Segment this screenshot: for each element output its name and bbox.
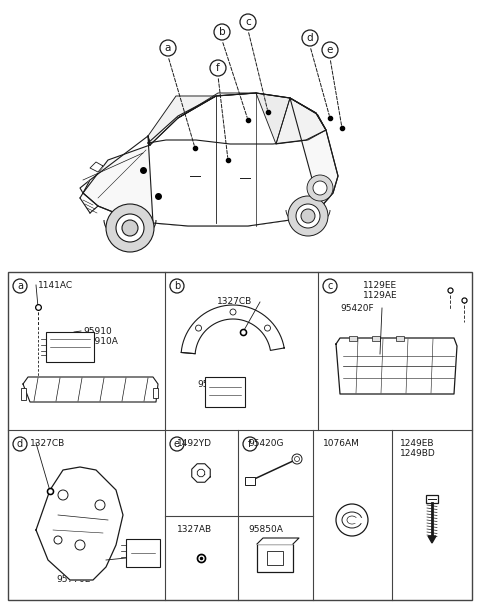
Text: 95910A: 95910A [83,337,118,346]
Text: 1249EB: 1249EB [400,439,434,448]
Text: 1492YD: 1492YD [177,439,212,448]
Ellipse shape [342,512,362,528]
Circle shape [288,196,328,236]
Polygon shape [181,305,284,354]
Bar [372,336,380,341]
Bar [267,551,283,565]
Bar [396,336,404,341]
Bar [426,495,438,503]
Bar [153,388,158,398]
Circle shape [58,490,68,500]
Text: 95420F: 95420F [340,304,373,313]
Ellipse shape [347,516,357,524]
Circle shape [170,437,184,451]
Circle shape [210,60,226,76]
Text: e: e [327,45,333,55]
Polygon shape [256,93,290,144]
Text: a: a [165,43,171,53]
Text: b: b [219,27,225,37]
Text: 95420G: 95420G [248,439,284,448]
Bar [126,539,160,567]
Polygon shape [83,93,338,226]
Text: 1327AB: 1327AB [177,525,212,534]
Circle shape [307,175,333,201]
Circle shape [292,454,302,464]
Polygon shape [36,467,123,580]
Circle shape [75,540,85,550]
Circle shape [296,204,320,228]
Circle shape [264,325,270,331]
Circle shape [122,220,138,236]
Circle shape [301,209,315,223]
Polygon shape [192,464,210,482]
Bar [257,544,293,572]
Polygon shape [276,98,326,144]
Circle shape [323,279,337,293]
Text: 1129EE: 1129EE [363,281,397,290]
Circle shape [214,24,230,40]
Text: 95850A: 95850A [248,525,283,534]
Circle shape [13,279,27,293]
Circle shape [160,40,176,56]
Circle shape [302,30,318,46]
Text: f: f [216,63,220,73]
Text: a: a [17,281,23,291]
Circle shape [313,181,327,195]
Circle shape [13,437,27,451]
Text: 95910: 95910 [83,327,112,336]
Circle shape [116,214,144,242]
Text: c: c [245,17,251,27]
Circle shape [95,500,105,510]
Bar [46,332,94,362]
Circle shape [240,14,256,30]
Polygon shape [83,136,153,223]
Text: c: c [327,281,333,291]
Polygon shape [428,536,436,543]
Text: 1327CB: 1327CB [217,297,252,306]
Polygon shape [80,156,338,226]
Text: 95860E: 95860E [197,380,231,389]
Polygon shape [178,93,256,118]
Polygon shape [148,96,216,145]
Polygon shape [148,93,326,144]
Circle shape [195,325,202,331]
Bar [349,336,357,341]
Circle shape [336,504,368,536]
Text: 1141AC: 1141AC [38,281,73,290]
Polygon shape [90,162,103,172]
Text: 1249BD: 1249BD [400,449,436,458]
Polygon shape [336,338,457,394]
Polygon shape [349,518,362,522]
Text: b: b [174,281,180,291]
Text: 1129AE: 1129AE [363,291,397,300]
Circle shape [170,279,184,293]
Bar [245,477,255,485]
Circle shape [106,204,154,252]
Text: d: d [307,33,313,43]
Bar [8,272,472,600]
Text: 1327CB: 1327CB [30,439,65,448]
Polygon shape [290,98,338,208]
Polygon shape [23,377,158,402]
Text: e: e [174,439,180,449]
Text: f: f [248,439,252,449]
Circle shape [295,456,300,461]
Circle shape [243,437,257,451]
Bar [205,377,245,407]
Text: 95770E: 95770E [56,575,90,584]
Circle shape [230,309,236,315]
Polygon shape [257,538,299,544]
Text: 1076AM: 1076AM [323,439,360,448]
Bar [21,388,26,400]
Circle shape [54,536,62,544]
Circle shape [322,42,338,58]
Text: d: d [17,439,23,449]
